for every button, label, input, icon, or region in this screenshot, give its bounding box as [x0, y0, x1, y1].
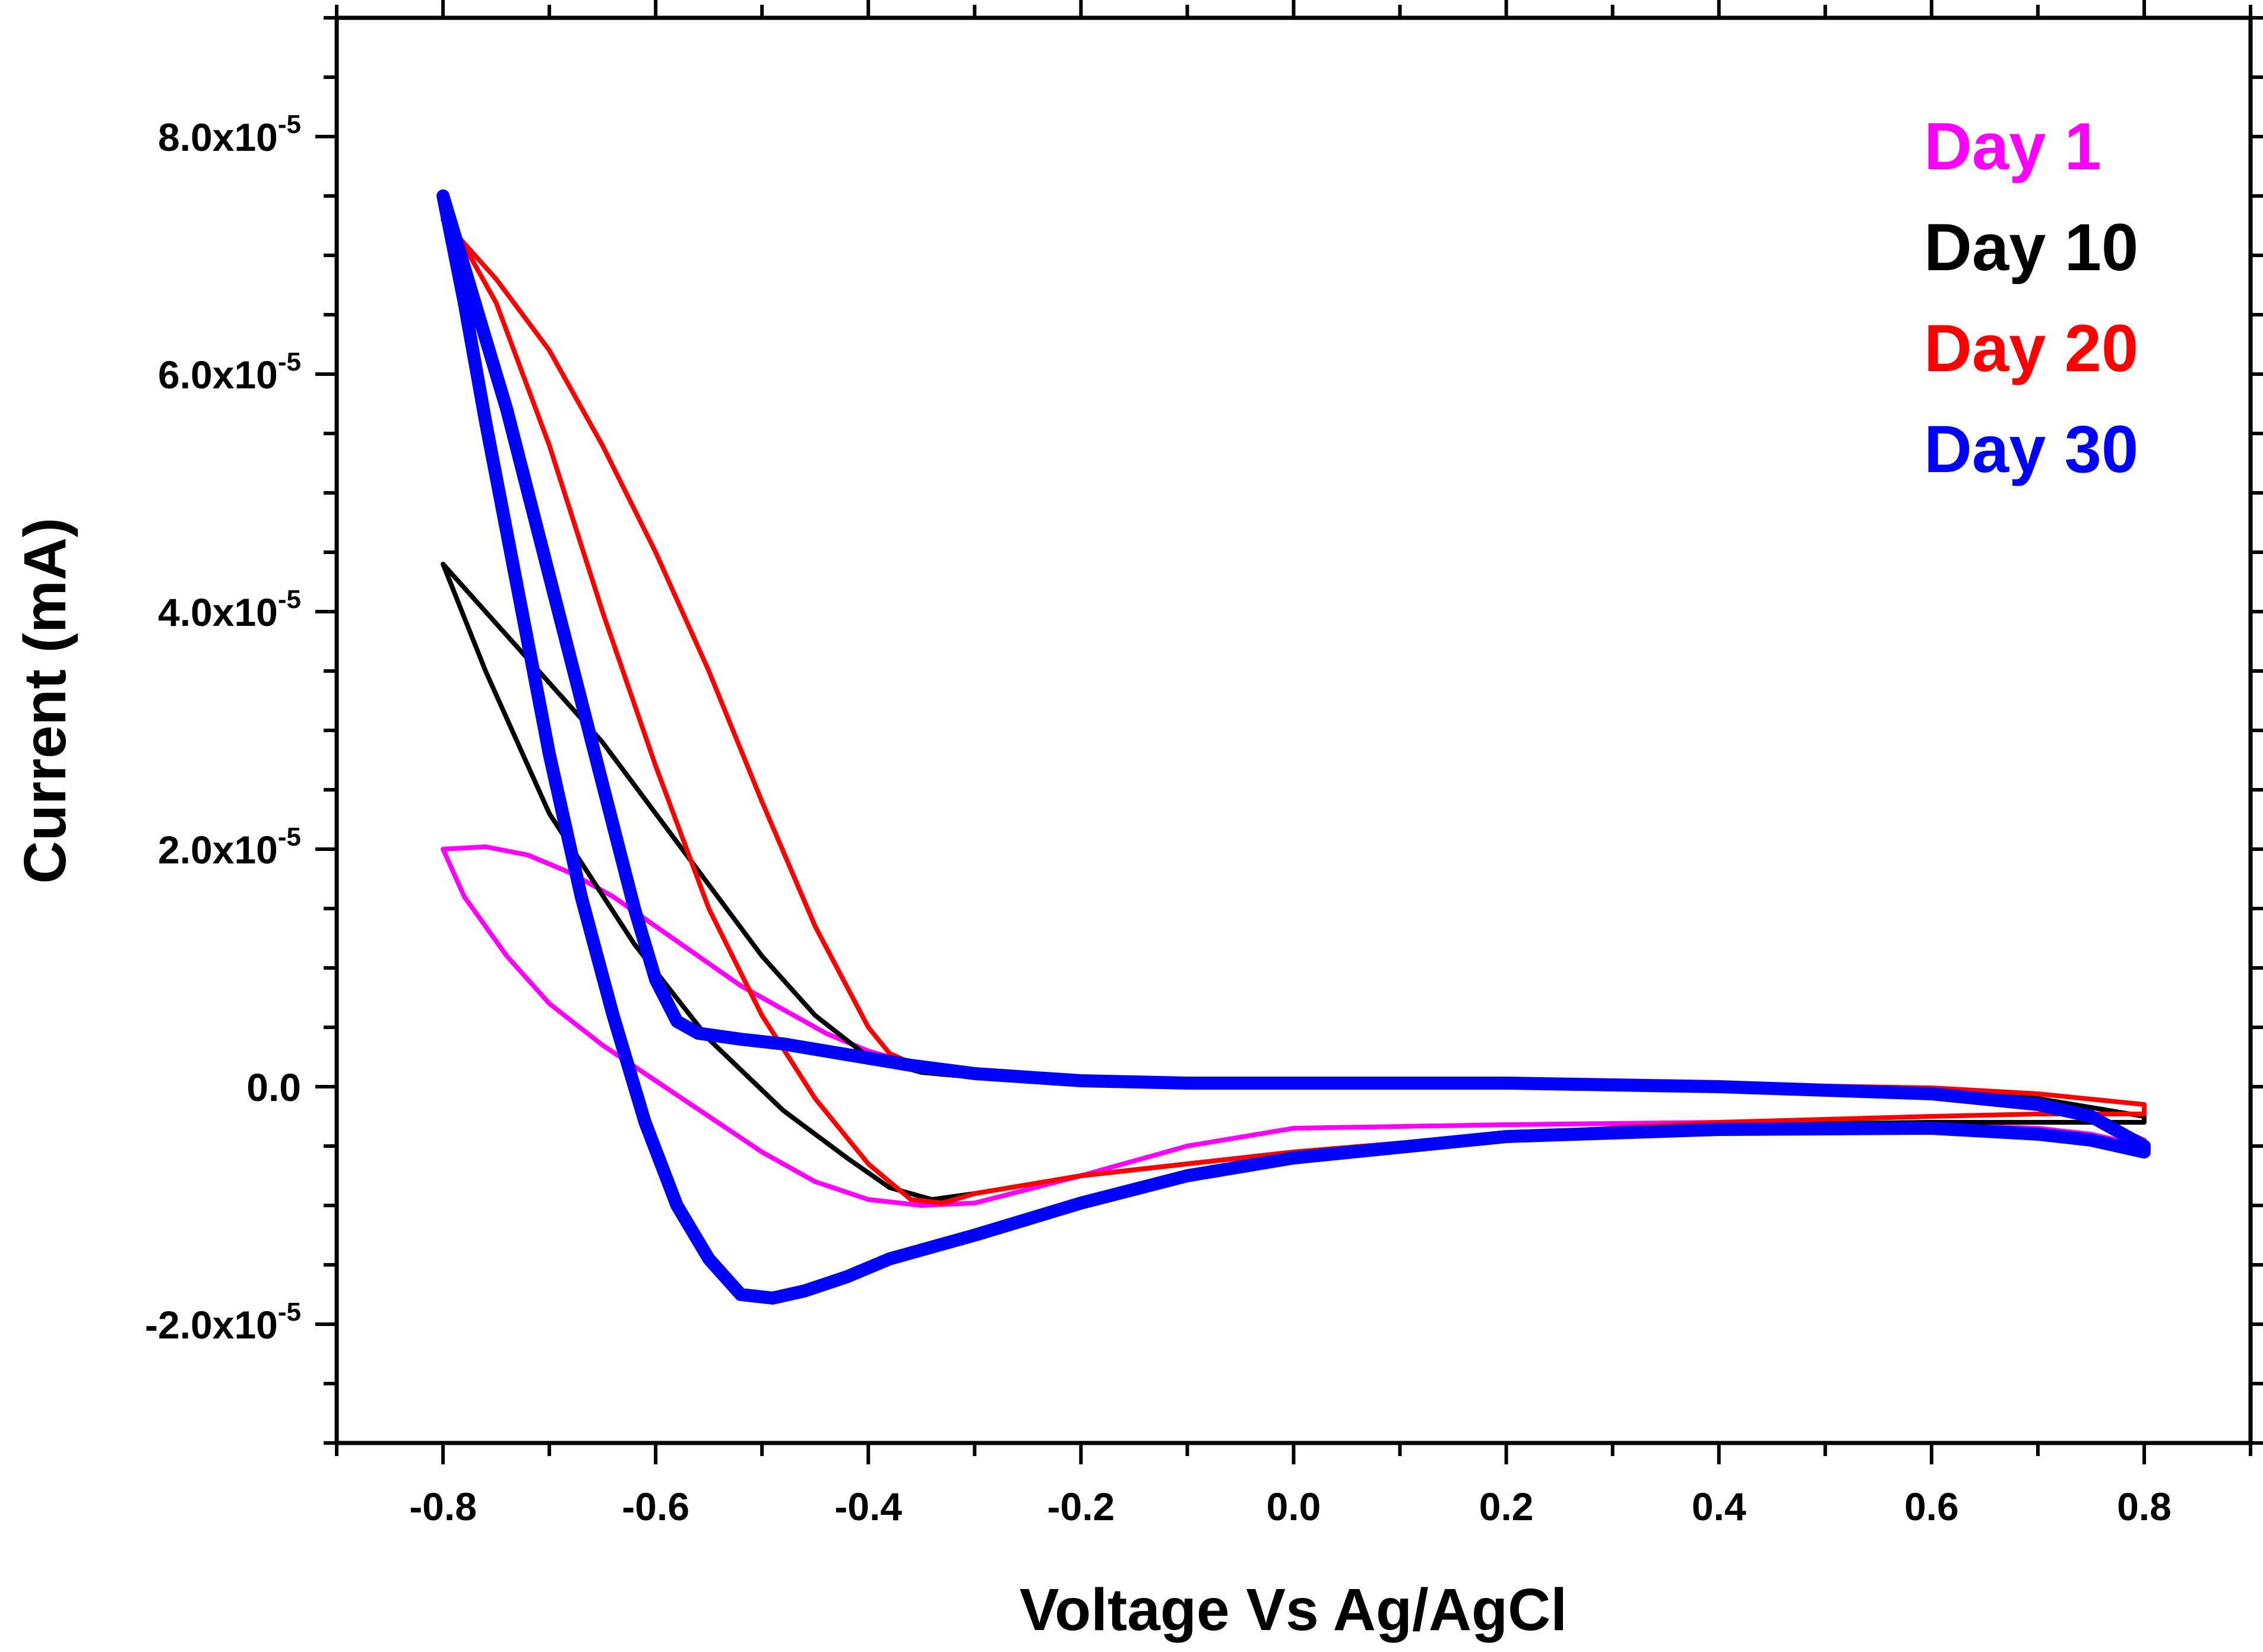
- legend-entry-day-10: Day 10: [1924, 210, 2138, 284]
- y-tick-exponent: -5: [278, 585, 301, 614]
- legend-entry-day-30: Day 30: [1924, 412, 2138, 486]
- x-tick-label: 0.0: [1267, 1485, 1321, 1528]
- x-tick-label: 0.8: [2117, 1485, 2172, 1528]
- x-tick-label: 0.6: [1904, 1485, 1959, 1528]
- x-tick-label: -0.6: [622, 1485, 689, 1528]
- y-tick-label: 4.0x10-5: [158, 585, 301, 634]
- x-tick-label: -0.8: [409, 1485, 477, 1528]
- x-tick-label: 0.4: [1692, 1485, 1746, 1528]
- x-axis-label: Voltage Vs Ag/AgCl: [1020, 1577, 1567, 1643]
- y-tick-label: 2.0x10-5: [158, 822, 301, 872]
- y-tick-label: 8.0x10-5: [158, 110, 301, 159]
- x-tick-label: -0.4: [834, 1485, 902, 1528]
- y-tick-exponent: -5: [278, 1297, 301, 1327]
- series-line-day-20: [441, 205, 2147, 1205]
- series-line-day-30: [436, 189, 2151, 1305]
- y-tick-label: -2.0x10-5: [145, 1297, 301, 1347]
- legend-entry-day-20: Day 20: [1924, 311, 2138, 385]
- y-tick-exponent: -5: [278, 110, 301, 139]
- y-tick-labels: -2.0x10-5 0.0 2.0x10-5 4.0x10-5 6.0x10-5 8.0x…: [145, 110, 301, 1347]
- x-tick-labels: -0.8 -0.6 -0.4 -0.2 0.0 0.2 0.4 0.6 0.8: [409, 1485, 2172, 1528]
- legend: Day 1 Day 10 Day 20 Day 30: [1924, 109, 2138, 486]
- y-tick-exponent: -5: [278, 347, 301, 376]
- x-tick-label: 0.2: [1479, 1485, 1534, 1528]
- y-tick-label: 6.0x10-5: [158, 347, 301, 397]
- y-tick-exponent: -5: [278, 822, 301, 852]
- ticks-layer: [315, 0, 2263, 1464]
- x-tick-label: -0.2: [1047, 1485, 1115, 1528]
- y-axis-label: Current (mA): [12, 518, 78, 884]
- legend-entry-day-1: Day 1: [1924, 109, 2101, 183]
- plot-frame: [334, 15, 2253, 1445]
- y-tick-label: 0.0: [246, 1065, 301, 1109]
- series-layer: [436, 189, 2151, 1305]
